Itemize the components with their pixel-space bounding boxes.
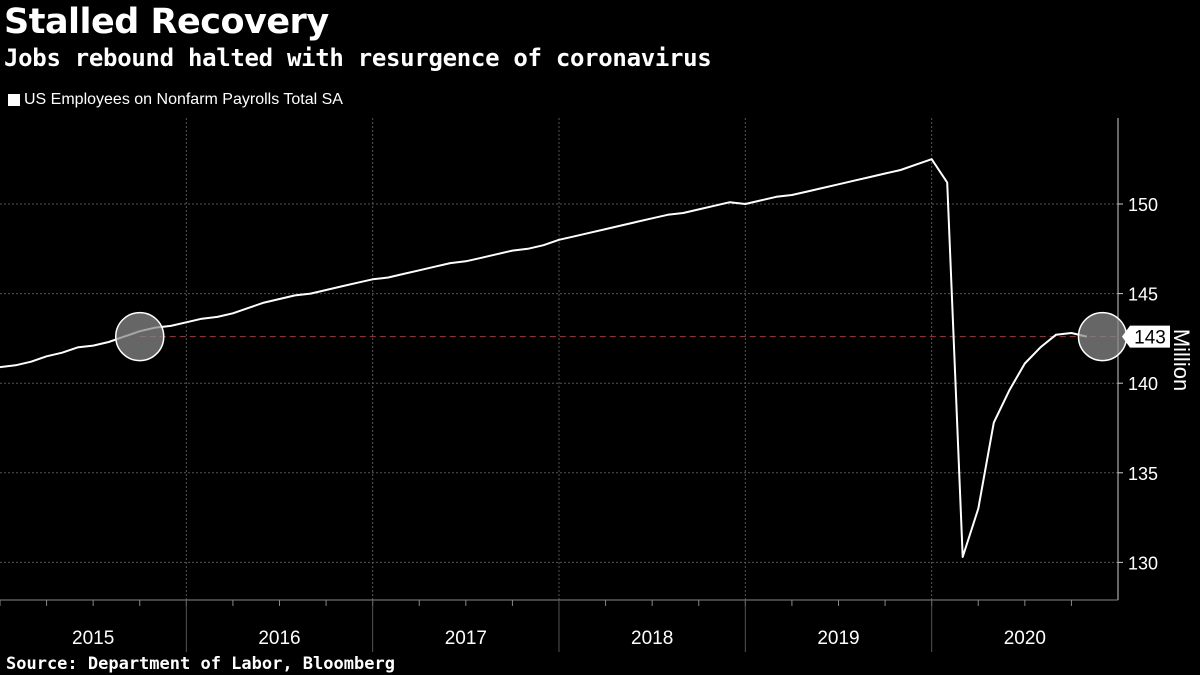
y-tick-label: 135: [1128, 464, 1158, 484]
highlight-circle: [115, 311, 165, 362]
last-value-text: 143: [1134, 328, 1166, 349]
x-tick-label: 2015: [72, 628, 114, 649]
source-note: Source: Department of Labor, Bloomberg: [6, 654, 395, 674]
last-value-tag: [1122, 325, 1170, 348]
x-tick-label: 2017: [445, 628, 487, 649]
y-tick-label: 130: [1128, 553, 1158, 573]
legend-label: US Employees on Nonfarm Payrolls Total S…: [24, 91, 343, 108]
series-line: [0, 158, 1088, 558]
x-tick-label: 2016: [258, 628, 300, 649]
legend: US Employees on Nonfarm Payrolls Total S…: [8, 91, 343, 109]
y-axis-label: Million: [1169, 329, 1194, 391]
highlight-circle: [1077, 311, 1128, 362]
chart-subtitle: Jobs rebound halted with resurgence of c…: [4, 44, 712, 72]
chart-title: Stalled Recovery: [4, 2, 329, 42]
x-tick-label: 2020: [1004, 628, 1046, 649]
legend-swatch: [8, 94, 20, 106]
y-tick-label: 150: [1128, 195, 1158, 215]
x-tick-label: 2018: [631, 628, 673, 649]
last-value-label: 143: [1122, 325, 1170, 349]
y-tick-label: 140: [1128, 374, 1158, 394]
y-tick-label: 145: [1128, 285, 1158, 305]
x-tick-label: 2019: [817, 628, 859, 649]
